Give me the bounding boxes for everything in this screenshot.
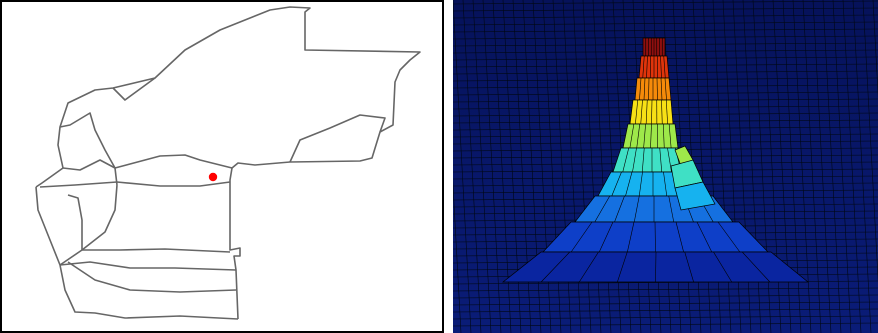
road-segment — [82, 248, 231, 253]
surface-facet-line — [664, 77, 667, 101]
mesh-line — [472, 0, 492, 333]
road-segment — [114, 154, 233, 169]
surface-facet-line — [659, 147, 663, 173]
mesh-line — [453, 0, 878, 5]
surface-facet-line — [675, 221, 684, 253]
surface-plot — [453, 0, 878, 333]
surface-facet-line — [713, 251, 733, 283]
surface-facet-line — [668, 123, 672, 149]
road-segment — [229, 167, 241, 320]
surface-facet-line — [643, 123, 646, 149]
surface-facet-line — [665, 99, 668, 125]
surface-facet-line — [639, 77, 642, 101]
surface-facet-line — [717, 221, 741, 253]
surface-facet-line — [648, 77, 650, 101]
map-background — [0, 0, 444, 333]
mesh-line — [453, 35, 878, 40]
mesh-line — [872, 0, 878, 99]
surface-facet-line — [632, 147, 637, 173]
surface-facet-line — [660, 77, 663, 101]
surface-facet-line — [598, 221, 614, 253]
mesh-line — [453, 179, 462, 333]
surface-facet-line — [570, 221, 593, 253]
surface-facet-line — [627, 221, 635, 253]
surface-facet-line — [540, 251, 570, 283]
surface-facet-line — [614, 195, 625, 223]
mesh-line — [842, 0, 862, 333]
mesh-line — [453, 28, 878, 33]
location-marker-icon — [208, 172, 218, 182]
road-segment — [59, 261, 237, 271]
road-segment — [39, 181, 231, 188]
road-segment — [35, 186, 239, 320]
surface-facet-line — [625, 171, 633, 197]
mesh-line — [792, 0, 812, 333]
surface-facet-line — [663, 55, 666, 79]
surface-facet-line — [668, 195, 675, 223]
mesh-line — [822, 0, 842, 333]
road-segment — [289, 114, 386, 163]
mesh-line — [453, 0, 472, 333]
road-segment — [62, 159, 116, 171]
mesh-line — [453, 315, 878, 320]
surface-facet-line — [594, 195, 611, 223]
surface-facet-line — [635, 99, 639, 125]
road-segment — [59, 194, 83, 266]
surface-peak — [501, 37, 809, 283]
surface-facet-line — [645, 99, 648, 125]
surface-facet-line — [663, 171, 668, 197]
mesh-line — [862, 0, 878, 284]
road-network-map-panel — [0, 0, 444, 333]
surface-facet-line — [661, 99, 663, 125]
surface-facet-line — [655, 251, 657, 283]
surface-facet-line — [617, 251, 628, 283]
surface-facet-line — [629, 123, 635, 149]
surface-facet-line — [742, 251, 771, 283]
surface-ridge — [674, 181, 716, 211]
surface-facet-line — [642, 55, 645, 79]
mesh-line — [482, 0, 502, 333]
mesh-line — [453, 287, 878, 292]
surface-facet-line — [654, 221, 656, 253]
mesh-line — [852, 0, 872, 333]
surface-facet-line — [611, 171, 622, 197]
surface-facet-line — [649, 55, 652, 79]
mesh-line — [453, 308, 878, 313]
surface-facet-line — [646, 55, 648, 79]
road-segment — [112, 77, 156, 101]
map-frame — [0, 0, 444, 333]
road-network — [35, 6, 421, 320]
mesh-line — [453, 301, 878, 306]
surface-facet-line — [640, 99, 643, 125]
mesh-line — [832, 0, 852, 333]
mesh-line — [812, 0, 832, 333]
surface-facet-line — [633, 195, 640, 223]
road-segment — [67, 261, 237, 293]
surface-plot-panel — [453, 0, 878, 333]
surface-facet-line — [660, 55, 662, 79]
surface-facet-line — [667, 147, 672, 173]
mesh-line — [453, 294, 878, 299]
surface-facet-line — [578, 251, 599, 283]
surface-facet-line — [622, 147, 630, 173]
surface-facet-line — [662, 123, 665, 149]
mesh-line — [453, 322, 878, 327]
mesh-line — [492, 0, 512, 333]
surface-facet-line — [696, 221, 713, 253]
surface-facet-line — [641, 147, 645, 173]
mesh-line — [462, 0, 482, 333]
surface-facet-line — [650, 123, 652, 149]
road-segment — [35, 6, 421, 188]
surface-facet-line — [651, 99, 653, 125]
mesh-line — [453, 21, 878, 26]
surface-facet-line — [656, 55, 659, 79]
surface-facet-line — [684, 251, 694, 283]
surface-facet-line — [638, 171, 643, 197]
road-network-map — [0, 0, 444, 333]
surface-facet-line — [643, 77, 646, 101]
mesh-line — [802, 0, 822, 333]
surface-facet-line — [636, 123, 641, 149]
road-segment — [81, 184, 118, 251]
surface-facet-line — [656, 77, 658, 101]
